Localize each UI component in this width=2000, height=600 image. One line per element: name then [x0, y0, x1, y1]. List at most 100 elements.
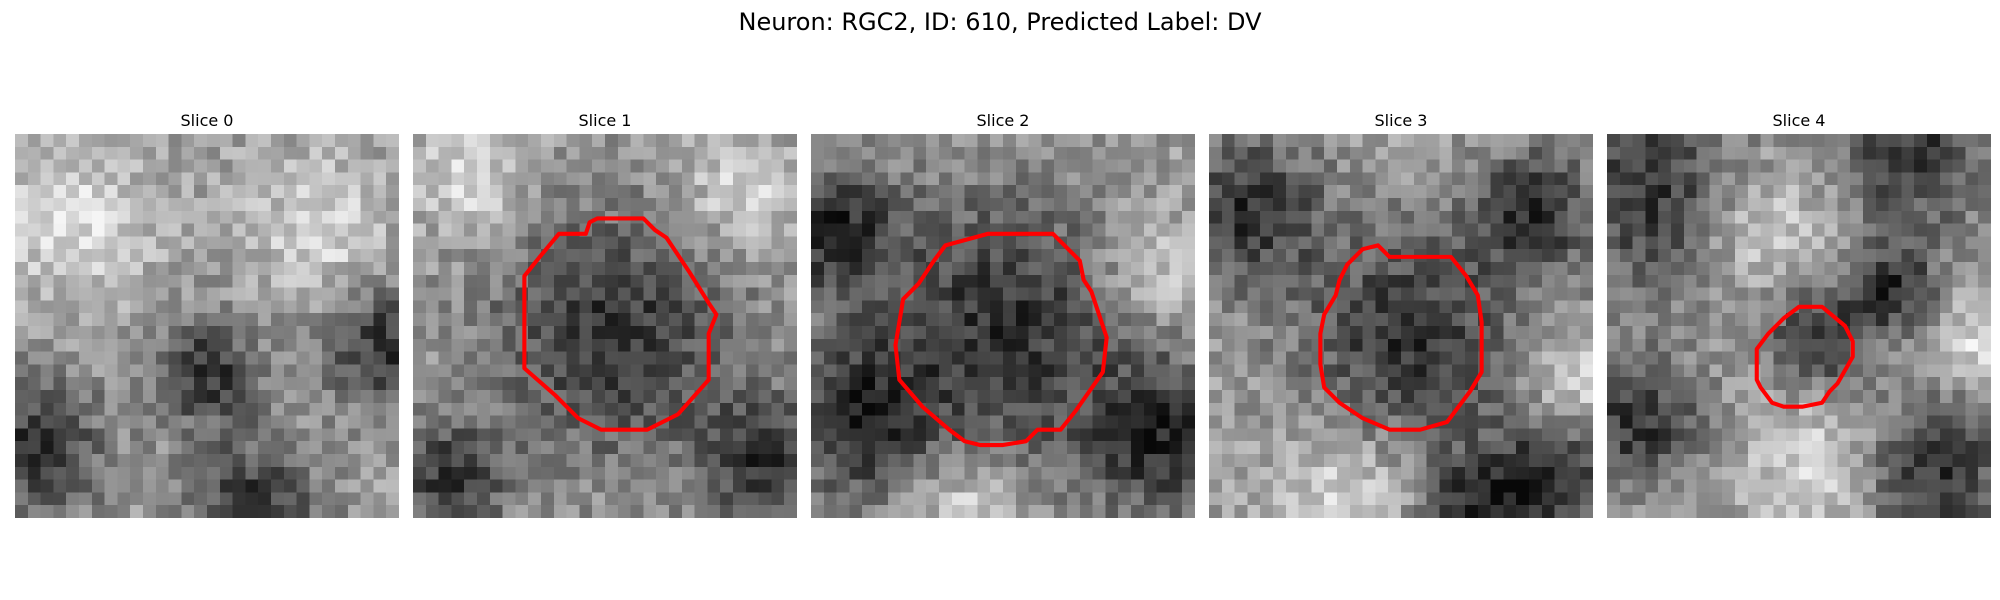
pixel [1401, 441, 1415, 455]
pixel [913, 466, 927, 480]
pixel [862, 313, 876, 327]
pixel [181, 249, 195, 263]
pixel [1221, 415, 1235, 429]
pixel [811, 377, 825, 391]
pixel [1156, 364, 1170, 378]
pixel [309, 326, 323, 340]
pixel [733, 492, 747, 506]
pixel [117, 492, 131, 506]
pixel [1401, 492, 1415, 506]
pixel [1541, 326, 1555, 340]
pixel [784, 415, 797, 429]
pixel [745, 479, 759, 493]
pixel [1978, 146, 1991, 160]
pixel [875, 492, 889, 506]
pixel [1490, 479, 1504, 493]
pixel [15, 351, 29, 365]
pixel [745, 505, 759, 518]
pixel [104, 492, 118, 506]
pixel [1439, 466, 1453, 480]
pixel [849, 287, 863, 301]
pixel [1914, 415, 1928, 429]
pixel [1799, 351, 1813, 365]
pixel [1554, 300, 1568, 314]
pixel [451, 402, 465, 416]
pixel [1375, 185, 1389, 199]
pixel [1978, 236, 1991, 250]
pixel [1952, 364, 1966, 378]
pixel [566, 287, 580, 301]
pixel [15, 454, 29, 468]
pixel [707, 134, 721, 148]
pixel [1079, 159, 1093, 173]
pixel [541, 198, 555, 212]
pixel [386, 505, 399, 518]
pixel [951, 300, 965, 314]
pixel [283, 466, 297, 480]
pixel [373, 172, 387, 186]
pixel [15, 313, 29, 327]
pixel [811, 415, 825, 429]
pixel [309, 390, 323, 404]
pixel [347, 326, 361, 340]
pixel [79, 300, 93, 314]
pixel [91, 274, 105, 288]
pixel [771, 236, 785, 250]
pixel [1541, 185, 1555, 199]
pixel [1709, 210, 1723, 224]
pixel [1182, 390, 1195, 404]
pixel [1952, 146, 1966, 160]
pixel [207, 159, 221, 173]
pixel [656, 185, 670, 199]
pixel [1516, 172, 1530, 186]
pixel [168, 441, 182, 455]
pixel [1760, 262, 1774, 276]
pixel [1388, 146, 1402, 160]
pixel [1901, 479, 1915, 493]
pixel [425, 364, 439, 378]
pixel [784, 198, 797, 212]
pixel [1683, 428, 1697, 442]
pixel [347, 274, 361, 288]
pixel [1914, 505, 1928, 518]
pixel [322, 287, 336, 301]
pixel [1490, 146, 1504, 160]
pixel [553, 466, 567, 480]
pixel [1952, 274, 1966, 288]
pixel [1388, 402, 1402, 416]
pixel [1875, 466, 1889, 480]
pixel [1735, 198, 1749, 212]
pixel [1143, 223, 1157, 237]
pixel [1349, 210, 1363, 224]
pixel [117, 402, 131, 416]
pixel [79, 274, 93, 288]
pixel [373, 274, 387, 288]
pixel [707, 402, 721, 416]
pixel [887, 262, 901, 276]
pixel [168, 390, 182, 404]
pixel [413, 249, 427, 263]
pixel [1156, 441, 1170, 455]
pixel [1285, 172, 1299, 186]
pixel [1105, 454, 1119, 468]
pixel [245, 390, 259, 404]
pixel [1003, 390, 1017, 404]
pixel [477, 492, 491, 506]
pixel [1156, 172, 1170, 186]
pixel [875, 210, 889, 224]
pixel [1760, 428, 1774, 442]
pixel [1375, 159, 1389, 173]
pixel [758, 441, 772, 455]
pixel [528, 492, 542, 506]
pixel [733, 223, 747, 237]
pixel [964, 223, 978, 237]
pixel [1901, 287, 1915, 301]
pixel [1273, 274, 1287, 288]
pixel [1169, 402, 1183, 416]
pixel [40, 454, 54, 468]
pixel [296, 390, 310, 404]
pixel [733, 505, 747, 518]
pixel [1927, 326, 1941, 340]
pixel [451, 146, 465, 160]
pixel [1811, 249, 1825, 263]
